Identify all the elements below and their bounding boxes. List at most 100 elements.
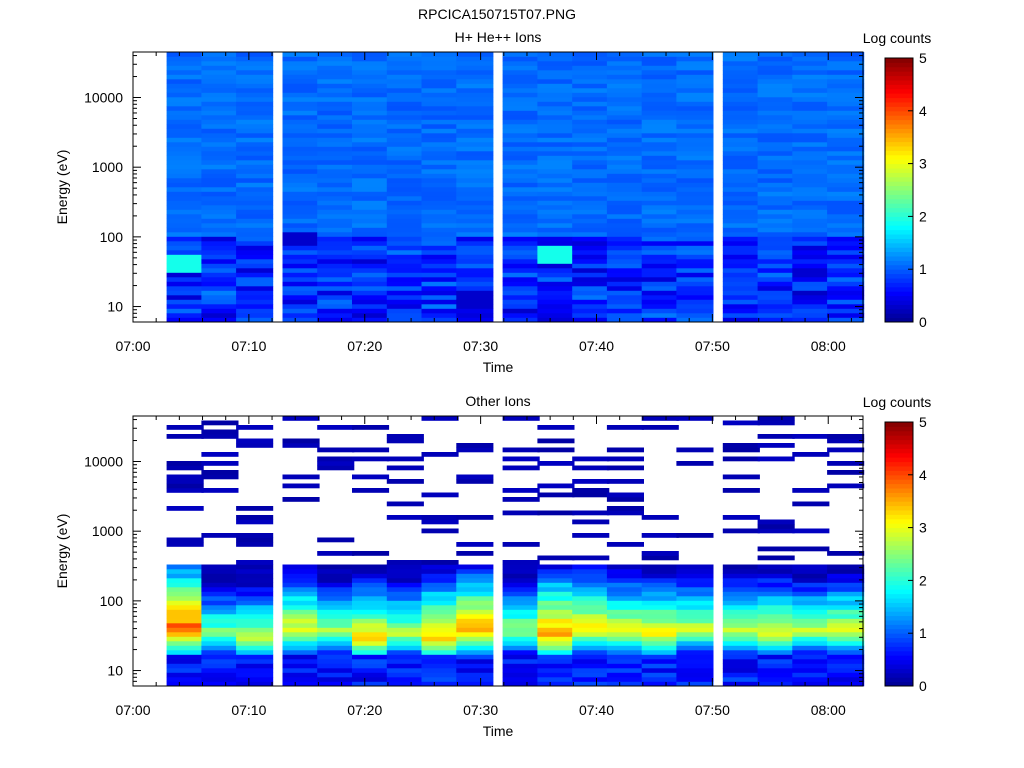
heatmap-cell bbox=[676, 187, 714, 192]
heatmap-cell bbox=[456, 115, 494, 120]
heatmap-cell bbox=[421, 614, 459, 619]
heatmap-cell bbox=[537, 52, 575, 57]
heatmap-cell bbox=[606, 295, 644, 300]
heatmap-cell bbox=[236, 614, 274, 619]
heatmap-cell bbox=[386, 241, 424, 246]
heatmap-cell bbox=[352, 254, 390, 260]
heatmap-cell bbox=[572, 245, 610, 251]
heatmap-cell bbox=[386, 645, 424, 651]
heatmap-cell bbox=[792, 101, 830, 107]
heatmap-cell bbox=[317, 110, 355, 116]
heatmap-cell bbox=[236, 178, 274, 183]
heatmap-cell bbox=[201, 600, 239, 606]
heatmap-cell bbox=[722, 681, 760, 687]
y-tick-label: 10 bbox=[107, 299, 123, 315]
heatmap-cell bbox=[236, 609, 274, 615]
heatmap-cell bbox=[166, 128, 204, 134]
heatmap-cell bbox=[641, 214, 679, 219]
heatmap-cell bbox=[722, 447, 760, 453]
heatmap-cell bbox=[201, 70, 239, 75]
heatmap-cell bbox=[201, 191, 239, 197]
heatmap-cell bbox=[236, 101, 274, 107]
heatmap-cell bbox=[827, 218, 865, 224]
heatmap-cell bbox=[722, 70, 760, 75]
heatmap-cell bbox=[606, 97, 644, 102]
heatmap-cell bbox=[421, 65, 459, 71]
heatmap-cell bbox=[757, 304, 795, 309]
heatmap-cell bbox=[537, 299, 575, 305]
heatmap-cell bbox=[606, 232, 644, 237]
heatmap-cell bbox=[792, 600, 830, 606]
heatmap-cell bbox=[827, 160, 865, 165]
colorbar-swatch bbox=[885, 659, 913, 665]
heatmap-cell bbox=[282, 182, 320, 188]
heatmap-cell bbox=[572, 164, 610, 170]
heatmap-cell bbox=[352, 425, 390, 430]
heatmap-cell bbox=[827, 659, 865, 664]
heatmap-cell bbox=[166, 614, 204, 619]
heatmap-cell bbox=[537, 681, 575, 687]
heatmap-cell bbox=[827, 447, 865, 453]
heatmap-cell bbox=[572, 659, 610, 664]
heatmap-cell bbox=[352, 295, 390, 300]
heatmap-cell bbox=[676, 200, 714, 206]
heatmap-cell bbox=[722, 591, 760, 597]
heatmap-cell bbox=[236, 241, 274, 246]
heatmap-cell bbox=[386, 79, 424, 84]
heatmap-cell bbox=[236, 155, 274, 161]
heatmap-cell bbox=[456, 70, 494, 75]
heatmap-cell bbox=[537, 461, 575, 466]
heatmap-cell bbox=[282, 227, 320, 233]
heatmap-cell bbox=[352, 600, 390, 606]
colorbar-tick-label: 2 bbox=[919, 572, 927, 588]
heatmap-cell bbox=[722, 281, 760, 287]
heatmap-cell bbox=[386, 101, 424, 107]
heatmap-cell bbox=[641, 515, 679, 520]
heatmap-cell bbox=[827, 200, 865, 206]
heatmap-cell bbox=[317, 681, 355, 687]
heatmap-cell bbox=[502, 497, 540, 502]
heatmap-cell bbox=[722, 196, 760, 201]
heatmap-cell bbox=[236, 115, 274, 120]
heatmap-cell bbox=[166, 537, 204, 543]
heatmap-cell bbox=[827, 591, 865, 597]
heatmap-cell bbox=[386, 254, 424, 260]
heatmap-cell bbox=[282, 272, 320, 278]
heatmap-cell bbox=[456, 317, 494, 323]
heatmap-cell bbox=[537, 227, 575, 233]
heatmap-cell bbox=[572, 654, 610, 660]
heatmap-cell bbox=[317, 142, 355, 147]
heatmap-cell bbox=[421, 492, 459, 498]
x-tick-label: 07:40 bbox=[579, 338, 614, 354]
heatmap-cell bbox=[386, 223, 424, 228]
heatmap-cell bbox=[572, 569, 610, 574]
heatmap-cell bbox=[572, 106, 610, 111]
heatmap-cell bbox=[352, 178, 390, 183]
heatmap-cell bbox=[317, 537, 355, 543]
heatmap-cell bbox=[537, 205, 575, 210]
heatmap-cell bbox=[722, 52, 760, 57]
heatmap-cell bbox=[676, 681, 714, 687]
heatmap-cell bbox=[827, 268, 865, 273]
heatmap-cell bbox=[456, 618, 494, 624]
heatmap-cell bbox=[792, 182, 830, 188]
heatmap-cell bbox=[537, 92, 575, 98]
heatmap-cell bbox=[606, 223, 644, 228]
heatmap-cell bbox=[421, 286, 459, 291]
heatmap-cell bbox=[502, 632, 540, 637]
heatmap-cell bbox=[606, 286, 644, 291]
heatmap-cell bbox=[282, 591, 320, 597]
heatmap-cell bbox=[606, 645, 644, 651]
heatmap-cell bbox=[641, 272, 679, 278]
heatmap-cell bbox=[201, 214, 239, 219]
heatmap-cell bbox=[502, 214, 540, 219]
heatmap-cell bbox=[386, 317, 424, 323]
heatmap-cell bbox=[537, 564, 575, 570]
colorbar-swatch bbox=[885, 672, 913, 678]
heatmap-cell bbox=[317, 137, 355, 143]
heatmap-cell bbox=[792, 74, 830, 80]
heatmap-cell bbox=[722, 272, 760, 278]
heatmap-cell bbox=[282, 110, 320, 116]
heatmap-cell bbox=[606, 151, 644, 156]
heatmap-cell bbox=[201, 591, 239, 597]
